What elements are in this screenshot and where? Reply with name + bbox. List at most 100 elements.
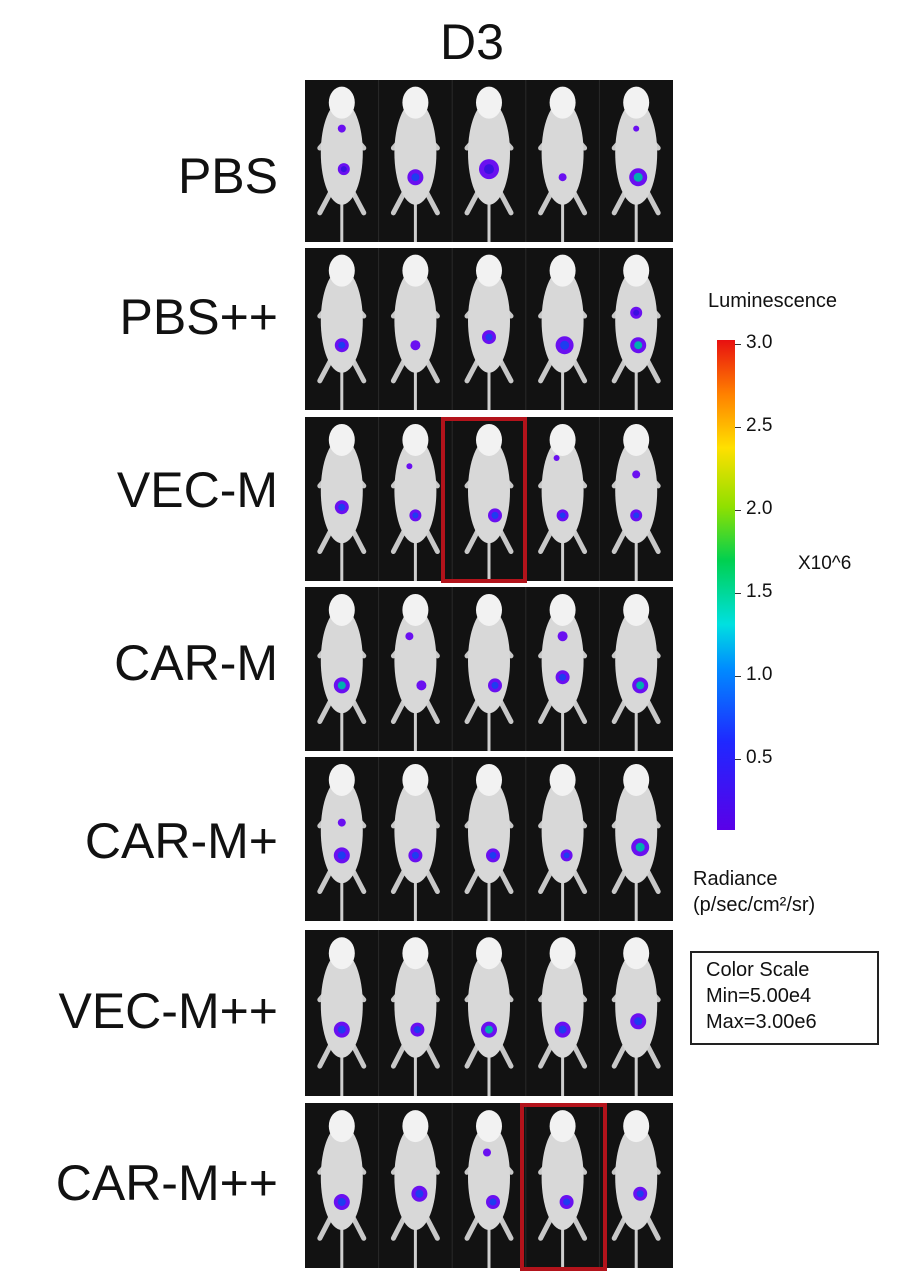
signal-spot (337, 818, 346, 827)
mouse-image (378, 248, 440, 410)
signal-spot (483, 1148, 491, 1157)
mouse-image (378, 757, 440, 921)
colorbar-tick (735, 344, 741, 345)
radiance-units: Radiance (p/sec/cm²/sr) (693, 866, 815, 918)
mouse-image (378, 587, 440, 751)
signal-spot (558, 173, 567, 182)
mouse-image (317, 1110, 367, 1268)
bioluminescence-image-row (317, 417, 661, 581)
colorbar-tick (735, 759, 741, 760)
imaging-panel-row (305, 930, 673, 1096)
radiance-unit-label: (p/sec/cm²/sr) (693, 894, 816, 916)
mouse-image (525, 248, 588, 410)
mouse-image (378, 417, 440, 581)
signal-core (411, 851, 419, 859)
imaging-panel-row (305, 587, 673, 751)
signal-spot (337, 124, 346, 133)
imaging-panel-row (305, 1103, 673, 1268)
colorbar-tick-label: 3.0 (746, 332, 773, 353)
signal-spot (557, 631, 568, 642)
mouse-image (317, 254, 367, 410)
mouse-image (525, 80, 588, 242)
mouse-image (525, 1103, 588, 1268)
colorbar-tick (735, 676, 741, 677)
signal-core (559, 673, 567, 681)
mouse-image (451, 80, 514, 242)
signal-core (489, 1198, 497, 1206)
signal-core (415, 1189, 424, 1198)
signal-spot (410, 340, 421, 351)
mouse-image (451, 417, 514, 581)
mouse-image (451, 930, 514, 1096)
mouse-image (317, 86, 367, 242)
signal-core (560, 340, 570, 350)
bioluminescence-image-row (317, 757, 661, 921)
signal-core (634, 1017, 643, 1026)
signal-spot (416, 680, 427, 691)
colorbar-tick-label: 0.5 (746, 747, 773, 768)
group-label-vec-m-plus-plus: VEC-M++ (58, 983, 278, 1039)
signal-core (634, 341, 643, 350)
mouse-image (378, 1103, 440, 1268)
imaging-panel-row (305, 417, 673, 581)
bioluminescence-image-row (317, 587, 661, 751)
signal-spot (406, 463, 413, 470)
signal-core (635, 842, 645, 852)
signal-core (633, 309, 640, 316)
signal-core (633, 512, 640, 519)
imaging-panel-row (305, 248, 673, 410)
bioluminescence-image-row (317, 248, 661, 410)
colorbar-tick-label: 2.0 (746, 498, 773, 519)
group-label-car-m-plus-plus: CAR-M++ (55, 1155, 278, 1211)
colorbar-tick-label: 1.0 (746, 664, 773, 685)
signal-core (636, 1190, 644, 1198)
mouse-image (598, 1103, 661, 1268)
signal-core (633, 172, 643, 182)
mouse-image (598, 587, 661, 751)
mouse-image (525, 930, 588, 1096)
signal-core (337, 1198, 346, 1206)
colorbar (717, 340, 735, 830)
signal-core (413, 1026, 421, 1034)
color-scale-box: Color Scale Min=5.00e4 Max=3.00e6 (690, 951, 879, 1045)
mouse-image (317, 937, 367, 1096)
colorbar-tick-label: 2.5 (746, 415, 773, 436)
color-scale-min: Min=5.00e4 (706, 985, 812, 1007)
signal-spot (405, 632, 414, 641)
signal-core (485, 1025, 493, 1034)
signal-core (337, 681, 346, 690)
colorbar-tick (735, 593, 741, 594)
radiance-label: Radiance (693, 868, 778, 890)
group-label-pbs: PBS (177, 148, 278, 204)
group-label-vec-m: VEC-M (116, 462, 278, 518)
signal-core (558, 1025, 567, 1034)
signal-spot (553, 455, 560, 461)
signal-core (484, 164, 494, 175)
mouse-image (525, 757, 588, 921)
timepoint-title: D3 (440, 14, 504, 70)
group-label-pbs-plus-plus: PBS++ (119, 289, 278, 345)
signal-core (485, 333, 493, 341)
colorbar-tick (735, 510, 741, 511)
signal-core (412, 512, 419, 519)
signal-core (491, 511, 499, 519)
mouse-image (451, 587, 514, 751)
color-scale-max: Max=3.00e6 (706, 1011, 817, 1033)
signal-spot (632, 470, 641, 479)
mouse-image (317, 763, 367, 921)
signal-core (636, 681, 645, 690)
colorbar-title: Luminescence (708, 290, 837, 312)
mouse-image (451, 1103, 514, 1268)
mouse-image (598, 80, 661, 242)
signal-core (563, 852, 570, 859)
mouse-image (598, 248, 661, 410)
imaging-panel-row (305, 757, 673, 921)
highlight-box-vec-m (441, 417, 527, 583)
imaging-panel-row (305, 80, 673, 242)
colorbar-tick (735, 427, 741, 428)
mouse-image (451, 248, 514, 410)
signal-core (489, 851, 497, 859)
mouse-image (525, 417, 588, 581)
bioluminescence-image-row (317, 80, 661, 242)
signal-core (337, 1025, 346, 1034)
